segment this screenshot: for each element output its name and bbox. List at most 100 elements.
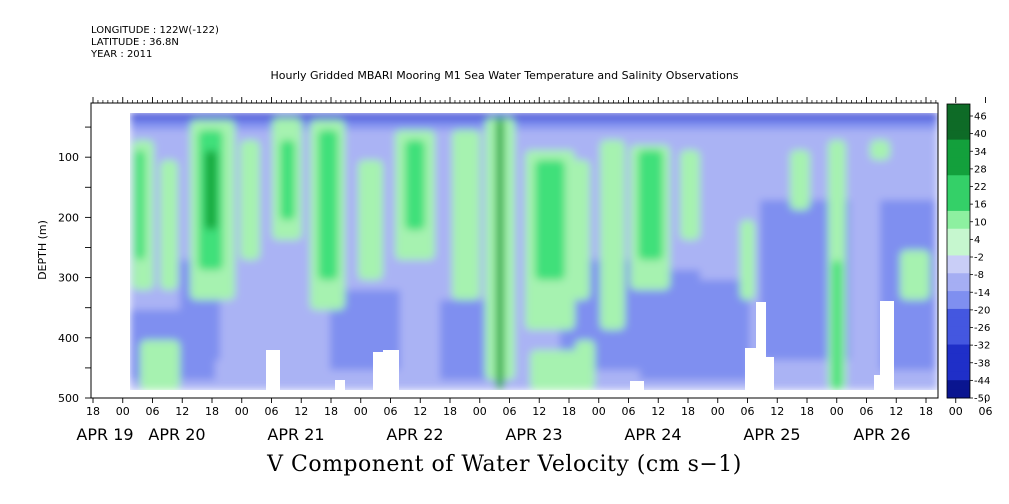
- colorbar-swatch: [947, 157, 970, 167]
- x-tick-label: 12: [889, 405, 903, 418]
- x-tick-label: 06: [384, 405, 398, 418]
- colorbar-swatch: [947, 371, 970, 381]
- field-plume: [205, 150, 217, 230]
- x-tick-label: 12: [413, 405, 427, 418]
- field-plume: [240, 140, 260, 260]
- data-gap: [880, 301, 894, 390]
- data-gap: [766, 357, 774, 390]
- colorbar-swatch: [947, 112, 970, 123]
- colorbar-label: -44: [974, 376, 990, 387]
- x-tick-label: 18: [562, 405, 576, 418]
- colorbar-label: 4: [974, 235, 980, 246]
- field-plume: [405, 140, 425, 230]
- colorbar-swatch: [947, 308, 970, 319]
- colorbar-label: 22: [974, 182, 987, 193]
- x-tick-label: 12: [651, 405, 665, 418]
- colorbar: 46 40 34 28 22 16 10 4 -2 -8 -14 -20 -26 -32 -38 -44 -50: [946, 103, 990, 405]
- colorbar-swatch: [947, 353, 970, 363]
- x-day-label: APR 21: [267, 425, 324, 444]
- x-tick-label: 12: [175, 405, 189, 418]
- field-plume: [358, 160, 383, 280]
- field-plume: [135, 150, 145, 260]
- x-tick-label: 00: [711, 405, 725, 418]
- field-plume: [680, 150, 700, 240]
- field-plume: [740, 220, 755, 300]
- x-tick-label: 06: [979, 405, 993, 418]
- colorbar-swatch: [947, 300, 970, 310]
- field-plume: [570, 160, 590, 300]
- y-tick-label: 300: [58, 272, 79, 285]
- data-gap: [756, 302, 766, 390]
- data-gap: [874, 375, 880, 390]
- x-day-label: APR 24: [624, 425, 681, 444]
- x-day-label: APR 25: [743, 425, 800, 444]
- x-tick-label: 06: [622, 405, 636, 418]
- x-tick-label: 12: [770, 405, 784, 418]
- year-text: YEAR : 2011: [91, 49, 153, 60]
- y-tick-label: 400: [58, 332, 79, 345]
- data-gap: [383, 350, 399, 390]
- colorbar-swatch: [947, 326, 970, 337]
- x-tick-label: 06: [146, 405, 160, 418]
- colorbar-label: 16: [974, 200, 987, 211]
- data-gap: [373, 352, 383, 390]
- y-axis-label: DEPTH (m): [36, 220, 49, 280]
- field-patch: [690, 280, 750, 380]
- x-tick-label: 06: [860, 405, 874, 418]
- colorbar-swatch: [947, 335, 970, 346]
- colorbar-swatch: [947, 237, 970, 248]
- colorbar-swatch: [947, 362, 970, 372]
- x-tick-label: 18: [324, 405, 338, 418]
- colorbar-swatch: [947, 202, 970, 212]
- field-plume: [318, 130, 338, 280]
- colorbar-swatch: [947, 219, 970, 230]
- colorbar-label: 34: [974, 147, 987, 158]
- colorbar-label: 40: [974, 129, 987, 140]
- x-tick-label: 00: [830, 405, 844, 418]
- field-plume: [870, 140, 890, 160]
- x-tick-label: 00: [592, 405, 606, 418]
- field-plume: [160, 160, 178, 290]
- x-day-label: APR 26: [853, 425, 910, 444]
- x-tick-label: 18: [681, 405, 695, 418]
- data-gap: [745, 348, 757, 390]
- colorbar-label: -26: [974, 323, 990, 334]
- x-tick-label: 18: [800, 405, 814, 418]
- colorbar-swatch: [947, 273, 970, 283]
- field-plume: [600, 140, 625, 330]
- colorbar-swatch: [947, 228, 970, 239]
- colorbar-swatch: [947, 380, 970, 390]
- colorbar-swatch: [947, 317, 970, 328]
- field-plume: [575, 340, 595, 390]
- velocity-field: [130, 113, 938, 390]
- data-gap: [335, 380, 345, 390]
- x-day-label: APR 23: [505, 425, 562, 444]
- colorbar-swatch: [947, 282, 970, 292]
- colorbar-frame: [946, 103, 971, 399]
- y-tick-label: 200: [58, 211, 79, 224]
- colorbar-swatch: [947, 121, 970, 132]
- x-tick-label: 06: [741, 405, 755, 418]
- colorbar-label: 46: [974, 112, 987, 123]
- colorbar-swatch: [947, 264, 970, 274]
- colorbar-label: -50: [974, 394, 990, 405]
- x-day-label: APR 20: [148, 425, 205, 444]
- colorbar-swatch: [947, 139, 970, 150]
- x-tick-label: 18: [86, 405, 100, 418]
- colorbar-swatch: [947, 193, 970, 203]
- x-tick-label: 00: [116, 405, 130, 418]
- x-axis-label: V Component of Water Velocity (cm s−1): [267, 452, 742, 477]
- y-tick-label: 500: [58, 392, 79, 405]
- x-tick-label: 18: [443, 405, 457, 418]
- x-day-label: APR 22: [386, 425, 443, 444]
- colorbar-swatch: [947, 389, 970, 399]
- field-plume: [535, 160, 565, 280]
- colorbar-swatch: [947, 166, 970, 176]
- field-plume: [452, 130, 480, 300]
- colorbar-swatch: [947, 255, 970, 265]
- x-day-label: APR 19: [76, 425, 133, 444]
- data-gap: [630, 381, 644, 390]
- colorbar-swatch: [947, 246, 970, 256]
- colorbar-label: -14: [974, 288, 990, 299]
